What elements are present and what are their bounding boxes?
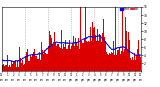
Legend: Med, Act: Med, Act (120, 7, 139, 12)
